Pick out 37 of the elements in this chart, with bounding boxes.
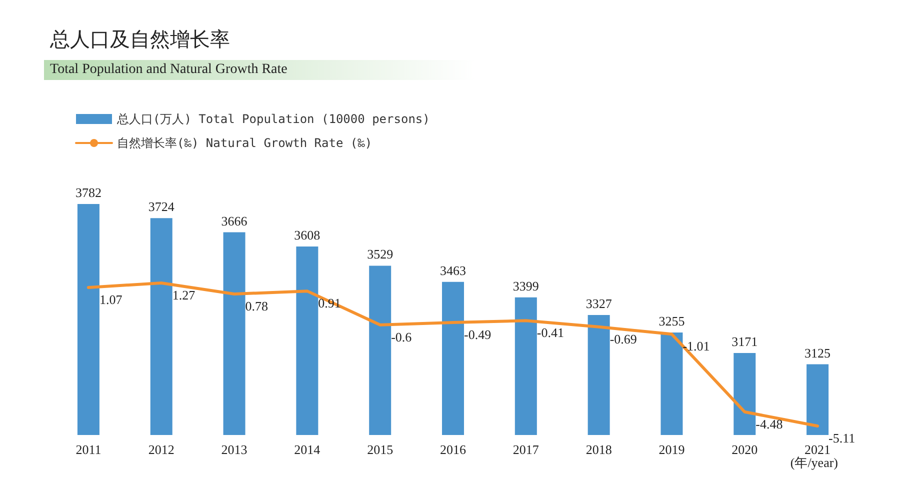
data-label: 3608 (294, 227, 320, 242)
data-label: -0.6 (391, 329, 412, 344)
data-label: 3327 (586, 296, 612, 311)
data-label: 0.78 (245, 298, 268, 314)
data-label: 3463 (440, 262, 466, 278)
x-tick-label: 2015 (367, 442, 394, 457)
chart-title: 总人口及自然增长率 (50, 26, 230, 53)
data-label: 3782 (75, 185, 102, 200)
legend-label: 自然增长率(‰) Natural Growth Rate (‰) (117, 136, 372, 150)
x-tick-label: 2013 (221, 442, 248, 457)
data-label: 3171 (732, 334, 758, 350)
data-label: -5.11 (828, 430, 856, 446)
data-label: 3125 (804, 345, 831, 360)
data-label: 1.07 (99, 292, 123, 307)
data-label: -0.49 (464, 326, 492, 342)
data-label: -0.41 (536, 325, 564, 340)
legend-label: 总人口(万人) Total Population (10000 persons) (116, 112, 430, 126)
data-label: 3529 (367, 246, 394, 262)
data-label: 3666 (221, 213, 248, 228)
x-tick-label: 2018 (586, 442, 612, 457)
data-label: 3724 (148, 199, 175, 214)
x-tick-label: 2020 (732, 442, 758, 457)
x-tick-label: 2012 (148, 442, 174, 457)
x-tick-label: 2017 (512, 442, 540, 457)
data-label: -1.01 (682, 338, 710, 354)
x-tick-label: 2016 (440, 442, 466, 457)
data-label: -4.48 (756, 416, 783, 432)
data-label: -0.69 (610, 331, 637, 346)
x-tick-label: 2011 (76, 442, 102, 457)
x-axis-title: (年/year) (790, 455, 838, 470)
data-label: 1.27 (172, 288, 196, 302)
x-tick-label: 2021 (804, 442, 831, 457)
x-tick-label: 2019 (658, 442, 685, 457)
data-label: 3399 (512, 278, 539, 294)
data-label: 3255 (658, 314, 685, 329)
chart-subtitle: Total Population and Natural Growth Rate (44, 60, 476, 80)
x-tick-label: 2014 (294, 442, 321, 457)
